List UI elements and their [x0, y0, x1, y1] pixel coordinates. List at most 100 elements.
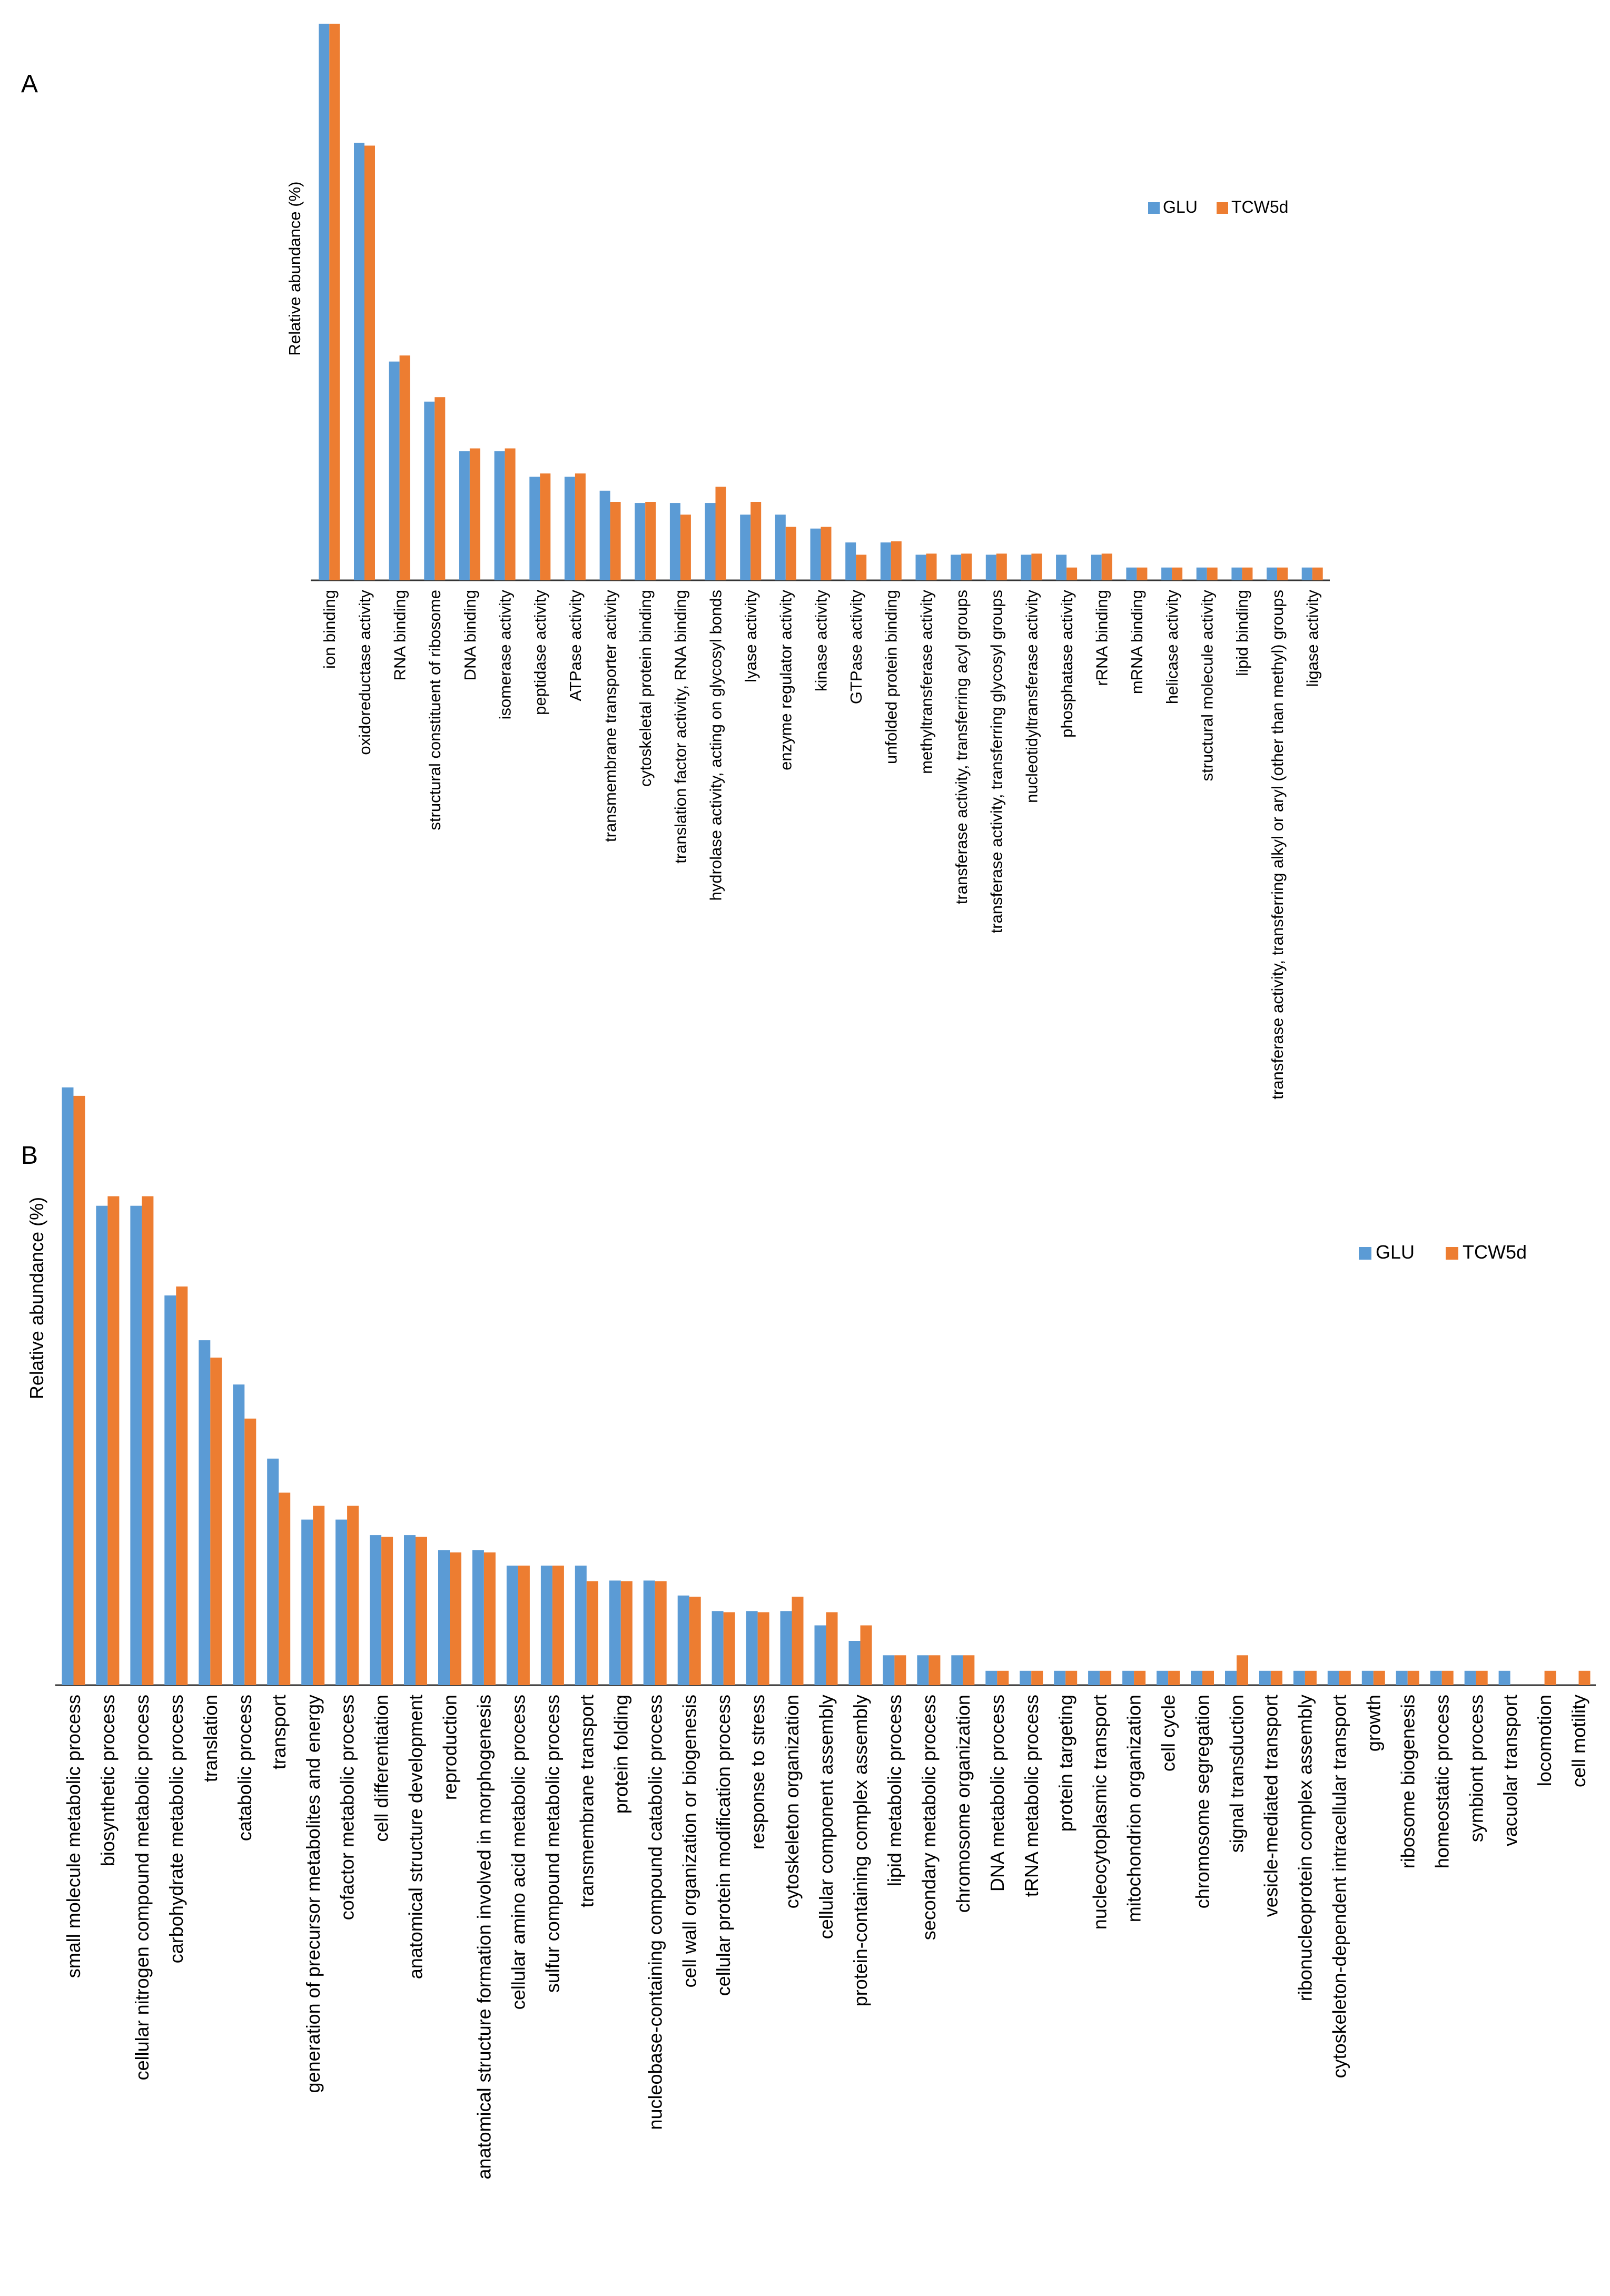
bar-glu-4: [164, 1295, 176, 1685]
category-label: cytoskeleton-dependent intracellular tra…: [1328, 1695, 1350, 2078]
bar-glu-36: [1259, 1670, 1271, 1685]
category-label: DNA metabolic process: [986, 1695, 1008, 1892]
bar-tcw5d-3: [399, 355, 410, 580]
category-label: ion binding: [320, 590, 339, 669]
y-axis-label: Relative abundance (%): [285, 182, 304, 356]
bar-glu-11: [404, 1535, 416, 1685]
bar-glu-26: [1196, 567, 1207, 580]
category-label: cytoskeletal protein binding: [636, 590, 655, 787]
category-label: cellular nitrogen compound metabolic pro…: [131, 1695, 153, 2080]
bar-glu-16: [845, 542, 856, 580]
category-label: sulfur compound metabolic process: [542, 1695, 564, 1993]
bar-tcw5d-45: [1578, 1670, 1591, 1685]
bar-glu-34: [1191, 1670, 1202, 1685]
category-label: secondary metabolic process: [918, 1695, 940, 1940]
bar-glu-15: [810, 528, 821, 580]
bar-glu-8: [564, 477, 575, 580]
bar-tcw5d-28: [997, 1670, 1009, 1685]
y-axis-label: Relative abundance (%): [26, 1197, 47, 1399]
bar-glu-43: [1498, 1670, 1510, 1685]
category-label: phosphatase activity: [1058, 590, 1076, 738]
bar-glu-7: [529, 477, 540, 580]
bar-glu-13: [472, 1550, 484, 1685]
bar-tcw5d-22: [1066, 567, 1078, 580]
category-label: GTPase activity: [847, 590, 865, 705]
bar-tcw5d-19: [961, 553, 972, 580]
bar-glu-24: [1126, 567, 1137, 580]
bar-tcw5d-26: [1207, 567, 1218, 580]
bar-glu-18: [643, 1580, 655, 1685]
bar-glu-10: [370, 1535, 382, 1685]
category-label: ligase activity: [1303, 590, 1322, 687]
bar-glu-17: [609, 1580, 621, 1685]
bar-tcw5d-21: [1031, 553, 1042, 580]
bar-tcw5d-2: [364, 145, 375, 580]
bar-tcw5d-9: [610, 502, 621, 580]
bar-tcw5d-10: [381, 1537, 393, 1685]
bar-tcw5d-5: [469, 448, 480, 580]
bar-glu-22: [1056, 555, 1067, 580]
bar-glu-31: [1088, 1670, 1100, 1685]
category-label: transferase activity, transferring acyl …: [952, 590, 971, 904]
bar-tcw5d-13: [750, 502, 762, 580]
category-label: cofactor metabolic process: [337, 1695, 358, 1920]
bar-tcw5d-33: [1168, 1670, 1180, 1685]
category-label: homeostatic process: [1431, 1695, 1453, 1868]
category-label: nucleotidyltransferase activity: [1022, 590, 1041, 803]
bar-glu-24: [848, 1641, 861, 1685]
legend: GLU TCW5d: [1148, 197, 1288, 216]
category-label: nucleobase-containing compound catabolic…: [644, 1695, 666, 2130]
legend-swatch-tcw5d: [1217, 202, 1228, 214]
bar-glu-28: [985, 1670, 997, 1685]
bar-glu-40: [1396, 1670, 1408, 1685]
bar-glu-4: [424, 401, 435, 580]
bar-tcw5d-34: [1202, 1670, 1214, 1685]
category-label: biosynthetic process: [97, 1695, 118, 1866]
legend: GLU TCW5d: [1359, 1241, 1527, 1263]
bar-tcw5d-14: [518, 1566, 530, 1685]
category-label: ribosome biogenesis: [1397, 1695, 1418, 1868]
bar-glu-2: [354, 143, 364, 580]
category-label: chromosome segregation: [1192, 1695, 1213, 1908]
bar-glu-17: [880, 542, 891, 580]
bar-tcw5d-18: [926, 553, 937, 580]
bar-tcw5d-8: [313, 1506, 325, 1685]
bar-glu-41: [1430, 1670, 1442, 1685]
category-label: methyltransferase activity: [917, 590, 935, 774]
bar-glu-3: [389, 361, 400, 580]
bar-glu-16: [575, 1566, 587, 1685]
category-label: protein folding: [610, 1695, 631, 1814]
bar-tcw5d-7: [279, 1492, 291, 1685]
bar-tcw5d-25: [894, 1655, 906, 1686]
bar-tcw5d-14: [785, 527, 796, 580]
bar-tcw5d-39: [1373, 1670, 1385, 1685]
bar-glu-1: [62, 1087, 74, 1685]
bar-tcw5d-26: [929, 1655, 941, 1686]
bar-glu-6: [494, 451, 505, 580]
chart-panel-b: B Relative abundance (%) small molecule …: [21, 1087, 1596, 2179]
category-label: protein-containing complex assembly: [850, 1695, 871, 2006]
bar-tcw5d-16: [586, 1581, 598, 1685]
bar-tcw5d-27: [1242, 567, 1253, 580]
bar-tcw5d-11: [416, 1537, 427, 1685]
bar-glu-20: [712, 1611, 724, 1685]
bar-glu-21: [1021, 555, 1032, 580]
category-label: nucleocytoplasmic transport: [1089, 1695, 1111, 1929]
bar-tcw5d-22: [792, 1597, 804, 1685]
bar-glu-23: [1091, 555, 1102, 580]
bar-tcw5d-23: [1101, 553, 1112, 580]
bar-glu-18: [915, 555, 926, 580]
category-label: cellular component assembly: [815, 1695, 837, 1939]
bar-glu-42: [1464, 1670, 1476, 1685]
bar-tcw5d-4: [176, 1286, 188, 1685]
bar-tcw5d-23: [826, 1612, 838, 1685]
bar-tcw5d-18: [655, 1581, 667, 1685]
category-label: transferase activity, transferring alkyl…: [1268, 590, 1287, 1100]
category-label: cell differentiation: [371, 1695, 392, 1842]
bar-glu-3: [130, 1205, 142, 1685]
category-label: lyase activity: [742, 590, 760, 682]
category-label: tRNA metabolic process: [1021, 1695, 1042, 1897]
category-label: kinase activity: [812, 590, 830, 691]
category-label: cell motility: [1568, 1695, 1589, 1787]
bar-tcw5d-5: [210, 1358, 222, 1685]
